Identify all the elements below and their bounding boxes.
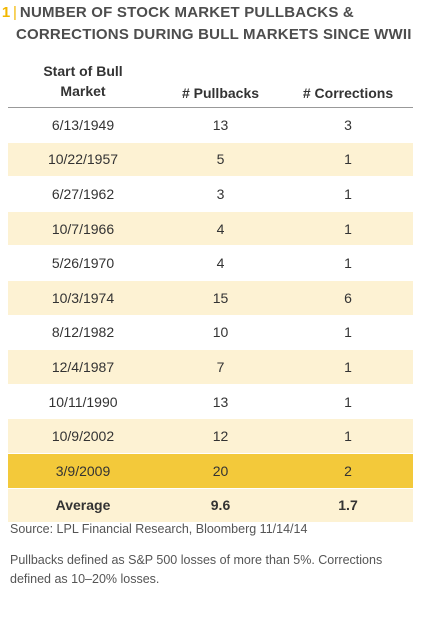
table-row: 10/7/1966 4 1 xyxy=(8,211,413,247)
start-date-cell: 10/7/1966 xyxy=(8,211,158,247)
pullbacks-cell: 7 xyxy=(158,349,283,385)
table-row: 10/22/1957 5 1 xyxy=(8,142,413,178)
start-date-cell: 10/9/2002 xyxy=(8,418,158,454)
column-header-pullbacks: # Pullbacks xyxy=(158,58,283,108)
average-label-cell: Average xyxy=(8,488,158,524)
table-row: 3/9/2009 20 2 xyxy=(8,453,413,489)
pullbacks-cell: 4 xyxy=(158,245,283,281)
corrections-cell: 1 xyxy=(283,418,413,454)
figure-number: 1 xyxy=(1,4,11,21)
table-row: 12/4/1987 7 1 xyxy=(8,349,413,385)
corrections-cell: 2 xyxy=(283,453,413,489)
title-text-2: CORRECTIONS DURING BULL MARKETS SINCE WW… xyxy=(16,26,412,43)
title-line-2: CORRECTIONS DURING BULL MARKETS SINCE WW… xyxy=(0,26,423,48)
corrections-cell: 1 xyxy=(283,142,413,178)
table-body: 6/13/1949 13 3 10/22/1957 5 1 6/27/1962 3 1 10/7/… xyxy=(8,107,413,524)
pullbacks-cell: 13 xyxy=(158,107,283,143)
table-row: 10/11/1990 13 1 xyxy=(8,384,413,420)
column-header-start-text: Start of Bull Market xyxy=(43,63,123,99)
pullbacks-cell: 4 xyxy=(158,211,283,247)
start-date-cell: 3/9/2009 xyxy=(8,453,158,489)
start-date-cell: 10/3/1974 xyxy=(8,280,158,316)
column-header-start: Start of Bull Market xyxy=(8,58,158,108)
start-date-cell: 6/27/1962 xyxy=(8,176,158,212)
start-date-cell: 12/4/1987 xyxy=(8,349,158,385)
title-divider: | xyxy=(13,4,17,21)
table-row: 5/26/1970 4 1 xyxy=(8,245,413,281)
corrections-cell: 1 xyxy=(283,211,413,247)
column-header-corrections: # Corrections xyxy=(283,58,413,108)
corrections-cell: 1 xyxy=(283,315,413,351)
source-text: Source: LPL Financial Research, Bloomber… xyxy=(10,522,308,536)
table-row: 8/12/1982 10 1 xyxy=(8,315,413,351)
corrections-cell: 1 xyxy=(283,176,413,212)
title-line-1: 1 | NUMBER OF STOCK MARKET PULLBACKS & xyxy=(0,4,423,26)
corrections-cell: 1 xyxy=(283,384,413,420)
footnote-text: Pullbacks defined as S&P 500 losses of m… xyxy=(10,553,383,586)
table-row: 6/13/1949 13 3 xyxy=(8,107,413,143)
table-header-row: Start of Bull Market # Pullbacks # Corre… xyxy=(8,58,413,108)
pullbacks-cell: 3 xyxy=(158,176,283,212)
pullbacks-cell: 12 xyxy=(158,418,283,454)
corrections-cell: 3 xyxy=(283,107,413,143)
start-date-cell: 10/11/1990 xyxy=(8,384,158,420)
corrections-cell: 1 xyxy=(283,245,413,281)
table-row: 10/9/2002 12 1 xyxy=(8,418,413,454)
start-date-cell: 10/22/1957 xyxy=(8,142,158,178)
table-row: 10/3/1974 15 6 xyxy=(8,280,413,316)
pullbacks-cell: 5 xyxy=(158,142,283,178)
average-corrections-cell: 1.7 xyxy=(283,488,413,524)
start-date-cell: 6/13/1949 xyxy=(8,107,158,143)
average-pullbacks-cell: 9.6 xyxy=(158,488,283,524)
average-row: Average 9.6 1.7 xyxy=(8,488,413,524)
pullbacks-cell: 20 xyxy=(158,453,283,489)
start-date-cell: 5/26/1970 xyxy=(8,245,158,281)
corrections-cell: 1 xyxy=(283,349,413,385)
table-row: 6/27/1962 3 1 xyxy=(8,176,413,212)
pullbacks-table: Start of Bull Market # Pullbacks # Corre… xyxy=(8,58,413,524)
pullbacks-cell: 15 xyxy=(158,280,283,316)
chart-title: 1 | NUMBER OF STOCK MARKET PULLBACKS & C… xyxy=(0,4,423,48)
title-text-1: NUMBER OF STOCK MARKET PULLBACKS & xyxy=(19,4,354,21)
corrections-cell: 6 xyxy=(283,280,413,316)
start-date-cell: 8/12/1982 xyxy=(8,315,158,351)
pullbacks-cell: 13 xyxy=(158,384,283,420)
pullbacks-cell: 10 xyxy=(158,315,283,351)
